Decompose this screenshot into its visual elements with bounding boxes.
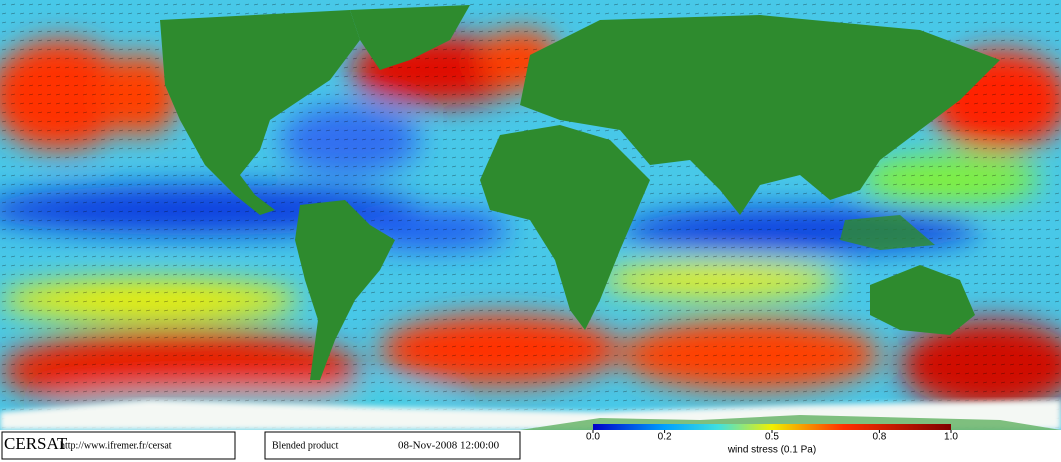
colorbar-label: wind stress (0.1 Pa) [727,445,816,456]
colorbar-tick-label: 0.2 [658,432,672,443]
colorbar-tick-label: 0.5 [765,432,779,443]
url: http://www.ifremer.fr/cersat [60,440,172,451]
colorbar-tick-label: 0.0 [586,432,600,443]
logo-box [1,431,236,460]
colorbar-tick-label: 1.0 [944,432,958,443]
datetime: 08-Nov-2008 12:00:00 [398,440,500,452]
product: Blended product [272,440,339,451]
colorbar [593,424,951,430]
map-field [0,0,1061,430]
continents [160,5,1000,380]
product-box [264,431,521,460]
colorbar-tick-label: 0.8 [872,432,886,443]
logo: CERSAT [4,434,68,453]
